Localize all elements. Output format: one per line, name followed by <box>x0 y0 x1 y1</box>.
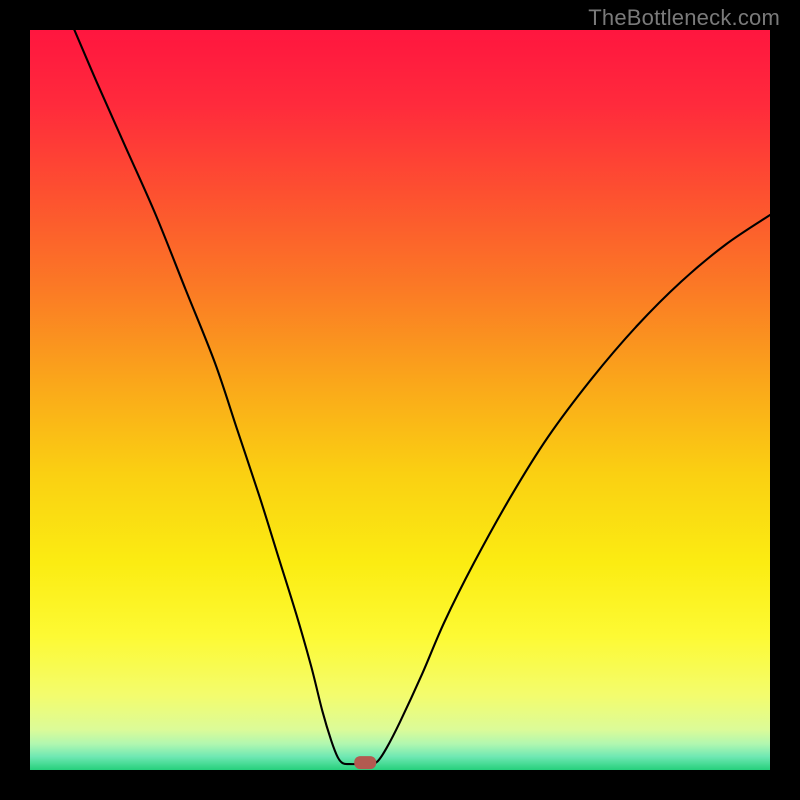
chart-svg <box>30 30 770 770</box>
watermark-text: TheBottleneck.com <box>588 5 780 31</box>
minimum-marker <box>354 756 376 769</box>
gradient-background <box>30 30 770 770</box>
plot-area <box>30 30 770 770</box>
